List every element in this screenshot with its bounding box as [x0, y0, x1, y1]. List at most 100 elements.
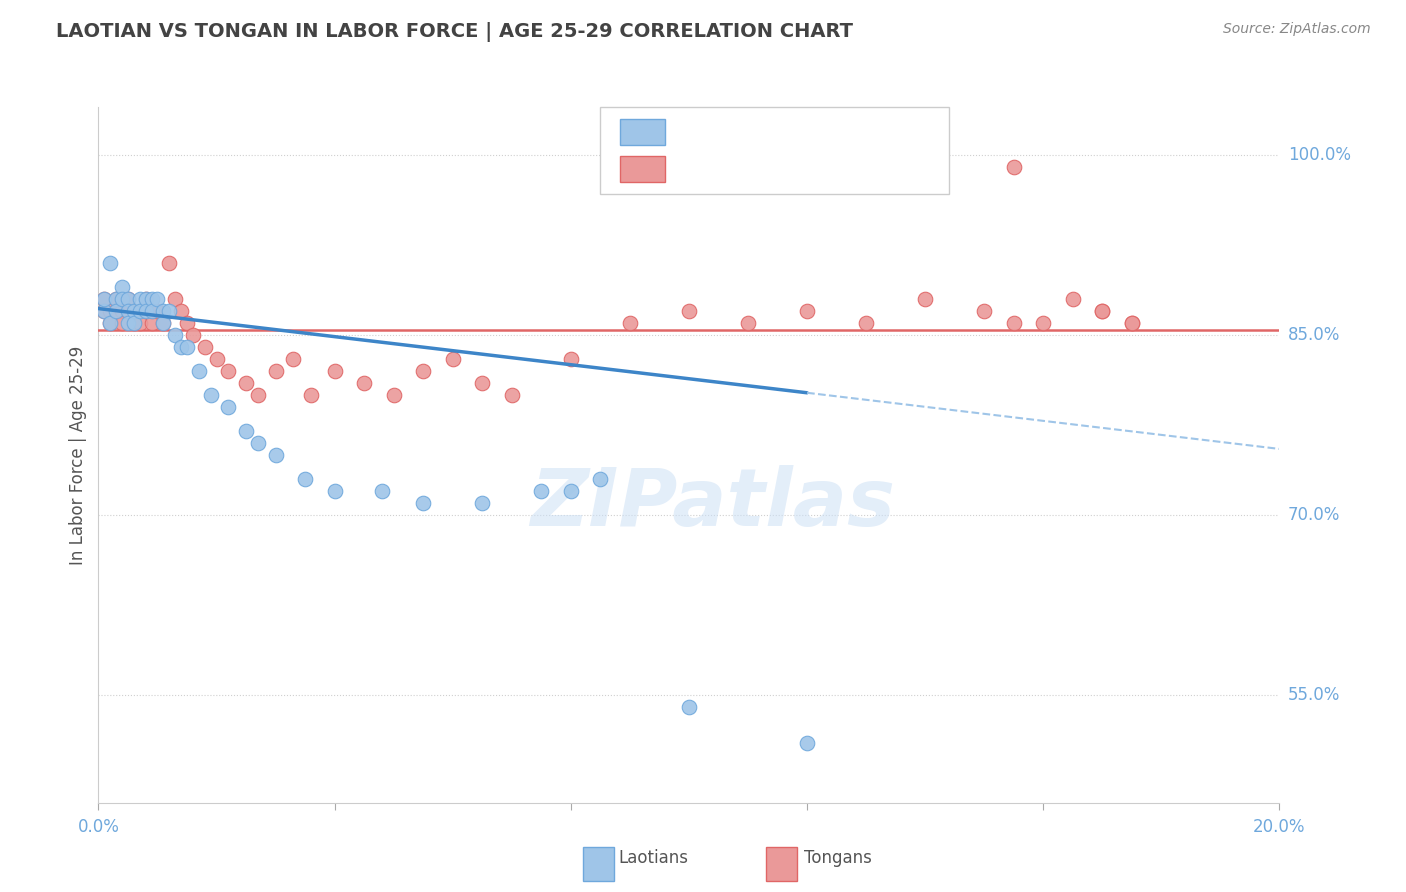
Point	[1032, 316, 1054, 330]
Point	[1002, 160, 1025, 174]
Point	[589, 472, 612, 486]
Point	[737, 316, 759, 330]
FancyBboxPatch shape	[620, 119, 665, 145]
Point	[264, 448, 287, 462]
Point	[501, 388, 523, 402]
Y-axis label: In Labor Force | Age 25-29: In Labor Force | Age 25-29	[69, 345, 87, 565]
Point	[246, 388, 269, 402]
Point	[176, 316, 198, 330]
Point	[382, 388, 405, 402]
Text: LAOTIAN VS TONGAN IN LABOR FORCE | AGE 25-29 CORRELATION CHART: LAOTIAN VS TONGAN IN LABOR FORCE | AGE 2…	[56, 22, 853, 42]
Point	[264, 364, 287, 378]
Point	[914, 292, 936, 306]
Point	[157, 256, 180, 270]
Text: 55.0%: 55.0%	[1288, 686, 1340, 704]
Point	[122, 316, 145, 330]
Point	[796, 304, 818, 318]
Point	[412, 364, 434, 378]
Point	[294, 472, 316, 486]
Point	[441, 351, 464, 366]
Point	[619, 316, 641, 330]
Text: 0.0%: 0.0%	[77, 818, 120, 837]
Point	[217, 364, 239, 378]
Point	[152, 316, 174, 330]
Point	[1121, 316, 1143, 330]
Point	[146, 304, 169, 318]
Point	[117, 316, 139, 330]
Point	[187, 364, 209, 378]
Point	[973, 304, 995, 318]
Point	[371, 483, 394, 498]
Point	[98, 304, 121, 318]
Point	[181, 328, 204, 343]
Point	[194, 340, 217, 354]
Point	[205, 351, 228, 366]
Point	[1121, 316, 1143, 330]
Point	[323, 364, 346, 378]
Point	[235, 424, 257, 438]
FancyBboxPatch shape	[620, 156, 665, 182]
Point	[165, 292, 187, 306]
Point	[93, 292, 115, 306]
Point	[217, 400, 239, 414]
Point	[117, 292, 139, 306]
Text: 70.0%: 70.0%	[1288, 506, 1340, 524]
Point	[1091, 304, 1114, 318]
Point	[93, 304, 115, 318]
Point	[105, 292, 128, 306]
Point	[111, 280, 134, 294]
Point	[796, 736, 818, 750]
Point	[235, 376, 257, 390]
Point	[412, 496, 434, 510]
Point	[353, 376, 375, 390]
Point	[471, 496, 494, 510]
Point	[128, 292, 150, 306]
Point	[93, 292, 115, 306]
Point	[152, 304, 174, 318]
Point	[135, 292, 157, 306]
Point	[471, 376, 494, 390]
Point	[117, 304, 139, 318]
Point	[98, 316, 121, 330]
Point	[135, 304, 157, 318]
Text: R = 0.000   N = 56: R = 0.000 N = 56	[683, 160, 853, 178]
Point	[283, 351, 305, 366]
Point	[1091, 304, 1114, 318]
Point	[105, 304, 128, 318]
Point	[170, 304, 193, 318]
Point	[122, 304, 145, 318]
Text: 20.0%: 20.0%	[1253, 818, 1306, 837]
Point	[111, 304, 134, 318]
Point	[128, 304, 150, 318]
Point	[152, 316, 174, 330]
Point	[111, 292, 134, 306]
Point	[855, 316, 877, 330]
Text: Tongans: Tongans	[804, 849, 872, 867]
Point	[122, 316, 145, 330]
Point	[176, 340, 198, 354]
Point	[170, 340, 193, 354]
Point	[141, 316, 163, 330]
Point	[135, 304, 157, 318]
Point	[141, 304, 163, 318]
Point	[117, 292, 139, 306]
Point	[678, 304, 700, 318]
Text: Source: ZipAtlas.com: Source: ZipAtlas.com	[1223, 22, 1371, 37]
Point	[530, 483, 553, 498]
Point	[1002, 316, 1025, 330]
Point	[560, 351, 582, 366]
Point	[128, 304, 150, 318]
Point	[128, 316, 150, 330]
Text: Laotians: Laotians	[619, 849, 689, 867]
Point	[135, 292, 157, 306]
Point	[93, 304, 115, 318]
Point	[165, 328, 187, 343]
Point	[141, 292, 163, 306]
Point	[122, 304, 145, 318]
Point	[141, 304, 163, 318]
Point	[105, 304, 128, 318]
Point	[157, 304, 180, 318]
Point	[560, 483, 582, 498]
Point	[105, 292, 128, 306]
Point	[117, 304, 139, 318]
